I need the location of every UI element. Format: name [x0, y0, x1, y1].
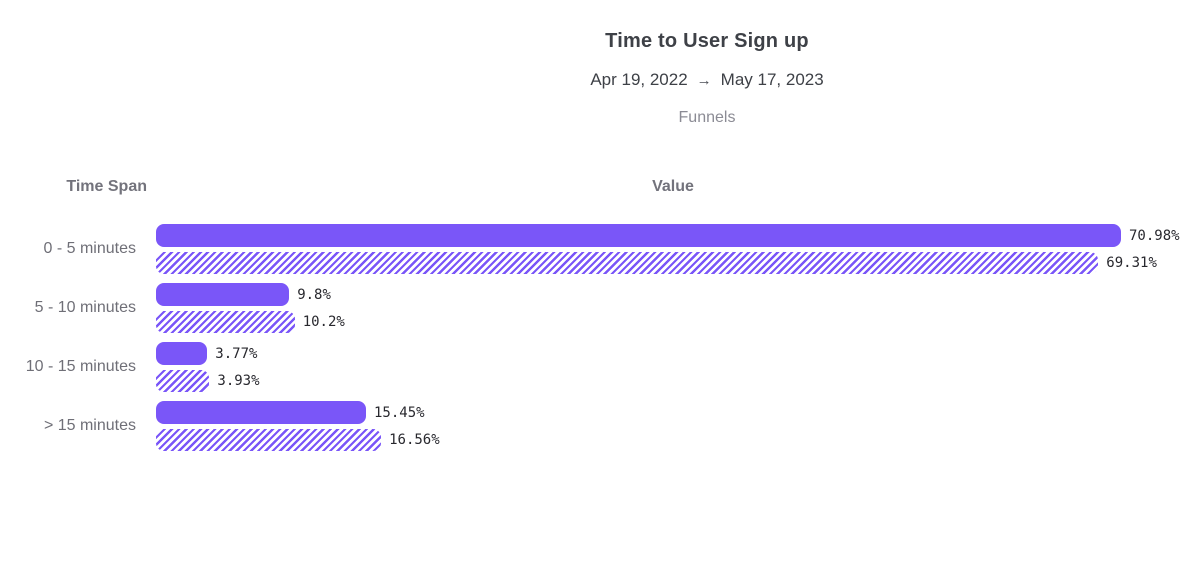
hatched-bar[interactable] — [156, 252, 1099, 274]
row-label: 5 - 10 minutes — [34, 299, 136, 316]
hatched-bar[interactable] — [156, 370, 210, 392]
hatched-bar[interactable] — [156, 429, 382, 451]
bar-line: 70.98% — [156, 224, 1180, 247]
chart-row: 0 - 5 minutes 70.98% 69.31% — [0, 224, 1200, 274]
bar-group: 15.45% 16.56% — [156, 401, 440, 451]
solid-bar[interactable] — [156, 401, 366, 424]
value-label: 10.2% — [302, 314, 345, 330]
row-label: 10 - 15 minutes — [25, 358, 136, 375]
bar-line: 69.31% — [156, 252, 1180, 274]
chart-row: 5 - 10 minutes 9.8% 10.2% — [0, 283, 1200, 333]
solid-bar[interactable] — [156, 224, 1121, 247]
bar-group: 70.98% 69.31% — [156, 224, 1180, 274]
value-label: 16.56% — [389, 432, 440, 448]
value-label: 69.31% — [1106, 255, 1157, 271]
bar-line: 16.56% — [156, 429, 440, 451]
chart-title: Time to User Sign up — [605, 30, 809, 52]
row-label: 0 - 5 minutes — [43, 240, 136, 257]
time-span-column-header: Time Span — [66, 178, 147, 195]
bar-line: 10.2% — [156, 311, 345, 333]
chart-rows: 0 - 5 minutes 70.98% 69.31% 5 - 10 minutes 9… — [0, 224, 1200, 451]
bar-line: 3.93% — [156, 370, 260, 392]
chart-row: 10 - 15 minutes 3.77% 3.93% — [0, 342, 1200, 392]
value-label: 3.77% — [215, 345, 258, 362]
solid-bar[interactable] — [156, 283, 290, 306]
value-column-header: Value — [652, 178, 694, 195]
value-label: 70.98% — [1129, 227, 1180, 244]
chart-date-range: Apr 19, 2022 → May 17, 2023 — [214, 70, 1200, 90]
bar-group: 9.8% 10.2% — [156, 283, 345, 333]
value-label: 15.45% — [374, 404, 425, 421]
arrow-right-icon: → — [696, 72, 712, 89]
value-label: 9.8% — [297, 286, 331, 303]
row-label: > 15 minutes — [43, 417, 136, 434]
date-range-start: Apr 19, 2022 — [590, 70, 688, 89]
chart-subtitle-funnels: Funnels — [678, 109, 736, 126]
bar-line: 15.45% — [156, 401, 440, 424]
date-range-end: May 17, 2023 — [720, 70, 824, 89]
hatched-bar[interactable] — [156, 311, 295, 333]
column-headers: Time Span Value — [0, 178, 1200, 196]
solid-bar[interactable] — [156, 342, 208, 365]
chart-header: Time to User Sign up Apr 19, 2022 → May 17… — [214, 30, 1200, 127]
bar-group: 3.77% 3.93% — [156, 342, 260, 392]
bar-line: 9.8% — [156, 283, 345, 306]
bar-line: 3.77% — [156, 342, 260, 365]
chart-row: > 15 minutes 15.45% 16.56% — [0, 401, 1200, 451]
bar-chart: Time Span Value 0 - 5 minutes 70.98% 69.31… — [0, 178, 1200, 460]
value-label: 3.93% — [217, 373, 260, 389]
